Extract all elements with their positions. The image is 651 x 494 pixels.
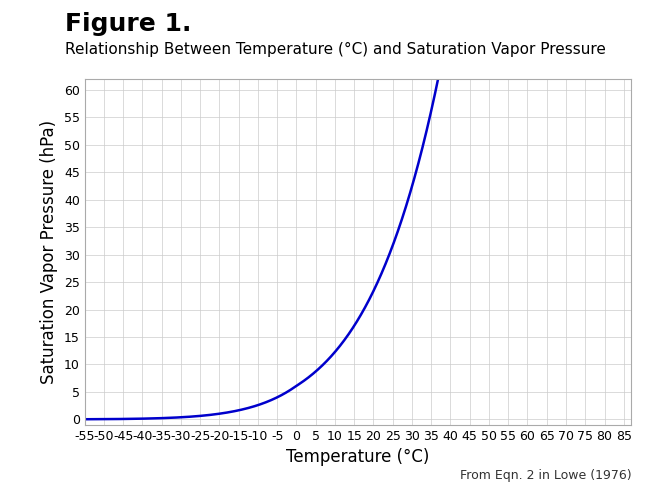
- Text: From Eqn. 2 in Lowe (1976): From Eqn. 2 in Lowe (1976): [460, 469, 631, 482]
- X-axis label: Temperature (°C): Temperature (°C): [286, 448, 430, 466]
- Text: Relationship Between Temperature (°C) and Saturation Vapor Pressure: Relationship Between Temperature (°C) an…: [65, 42, 606, 57]
- Y-axis label: Saturation Vapor Pressure (hPa): Saturation Vapor Pressure (hPa): [40, 120, 58, 384]
- Text: Figure 1.: Figure 1.: [65, 12, 191, 37]
